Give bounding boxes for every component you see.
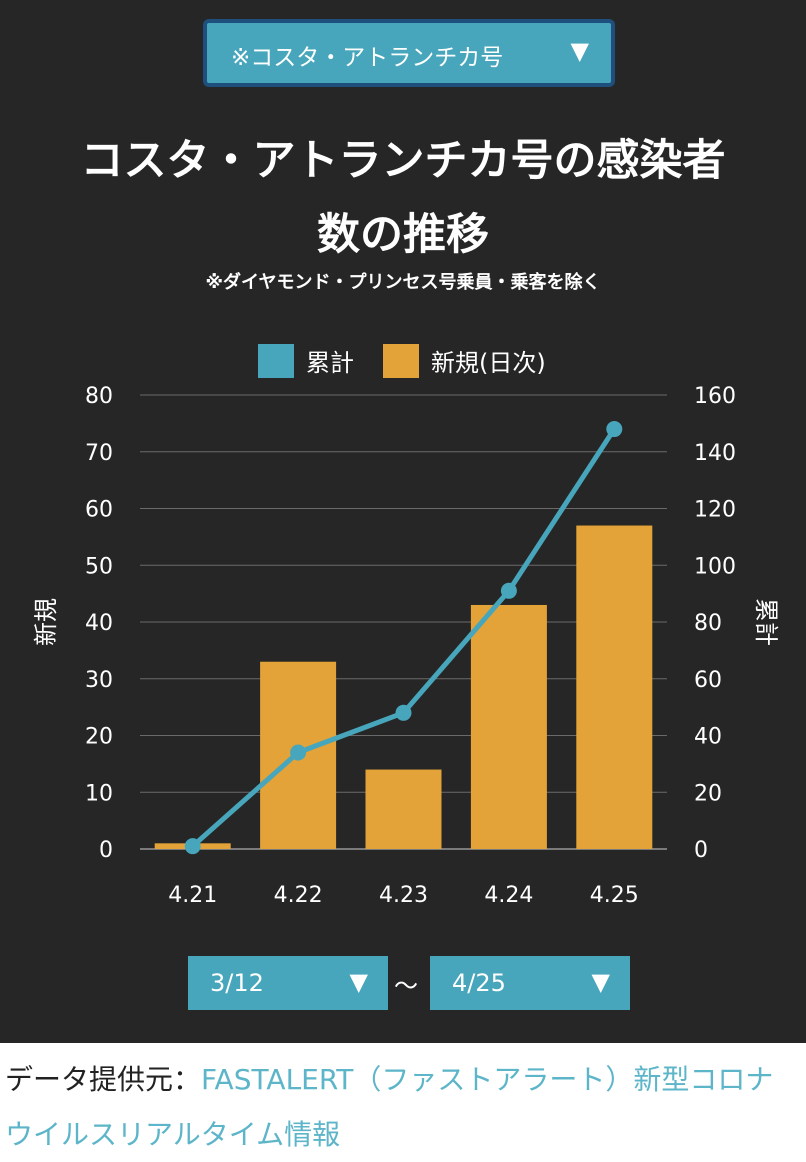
bar-daily-new bbox=[365, 769, 442, 849]
end-date-select[interactable]: 4/25 ▼ bbox=[430, 956, 630, 1010]
y-right-tick-label: 120 bbox=[694, 498, 736, 523]
y-left-tick-label: 10 bbox=[85, 781, 113, 806]
y-left-tick-label: 70 bbox=[85, 441, 113, 466]
y-left-tick-label: 50 bbox=[85, 554, 113, 579]
ship-select-dropdown[interactable]: ※コスタ・アトランチカ号 ▼ bbox=[203, 19, 615, 87]
y-right-tick-label: 100 bbox=[694, 554, 736, 579]
legend-label-daily: 新規(日次) bbox=[431, 349, 546, 377]
x-tick-label: 4.23 bbox=[379, 883, 428, 908]
start-date-select[interactable]: 3/12 ▼ bbox=[188, 956, 388, 1010]
credit-prefix: データ提供元： bbox=[5, 1063, 202, 1096]
y-right-tick-label: 40 bbox=[694, 725, 722, 750]
x-tick-label: 4.24 bbox=[484, 883, 533, 908]
y-right-tick-label: 80 bbox=[694, 611, 722, 636]
point-cumulative bbox=[290, 744, 307, 761]
x-tick-label: 4.21 bbox=[168, 883, 217, 908]
y-right-tick-label: 20 bbox=[694, 781, 722, 806]
chevron-down-icon: ▼ bbox=[349, 968, 368, 996]
chart-panel: ※コスタ・アトランチカ号 ▼ コスタ・アトランチカ号の感染者 数の推移 ※ダイヤ… bbox=[0, 0, 806, 1043]
y-left-tick-label: 40 bbox=[85, 611, 113, 636]
legend-swatch-cumulative bbox=[258, 344, 294, 378]
chevron-down-icon: ▼ bbox=[570, 37, 589, 65]
point-cumulative bbox=[606, 421, 623, 438]
chevron-down-icon: ▼ bbox=[591, 968, 610, 996]
y-left-tick-label: 30 bbox=[85, 668, 113, 693]
y-right-tick-label: 60 bbox=[694, 668, 722, 693]
start-date-label: 3/12 bbox=[210, 969, 264, 997]
y-left-tick-label: 20 bbox=[85, 725, 113, 750]
y-right-tick-label: 0 bbox=[694, 838, 708, 863]
y-left-tick-label: 60 bbox=[85, 498, 113, 523]
y-left-tick-label: 0 bbox=[99, 838, 113, 863]
point-cumulative bbox=[500, 582, 517, 599]
bar-daily-new bbox=[576, 525, 653, 849]
x-tick-label: 4.22 bbox=[274, 883, 323, 908]
combo-chart: 0 10 20 30 40 50 60 70 80 0 20 40 60 80 100 120 140 160 新規… bbox=[32, 344, 780, 908]
y-right-axis-title: 累計 bbox=[752, 598, 780, 646]
y-left-tick-label: 80 bbox=[85, 384, 113, 409]
chart-subtitle: ※ダイヤモンド・プリンセス号乗員・乗客を除く bbox=[205, 272, 601, 293]
end-date-label: 4/25 bbox=[452, 969, 506, 997]
chart-title-line1: コスタ・アトランチカ号の感染者 bbox=[80, 136, 726, 186]
range-separator: 〜 bbox=[394, 972, 418, 1000]
legend-label-cumulative: 累計 bbox=[306, 349, 354, 377]
chart-title-line2: 数の推移 bbox=[317, 210, 489, 260]
y-right-tick-label: 140 bbox=[694, 441, 736, 466]
x-tick-label: 4.25 bbox=[590, 883, 639, 908]
y-left-axis-title: 新規 bbox=[32, 598, 60, 646]
ship-select-label: ※コスタ・アトランチカ号 bbox=[231, 45, 504, 71]
bar-daily-new bbox=[470, 604, 547, 849]
y-right-tick-label: 160 bbox=[694, 384, 736, 409]
data-source-credit: データ提供元：FASTALERT（ファストアラート）新型コロナウイルスリアルタイ… bbox=[5, 1052, 801, 1162]
point-cumulative bbox=[184, 838, 201, 855]
point-cumulative bbox=[395, 704, 412, 721]
legend-swatch-daily bbox=[383, 344, 419, 378]
